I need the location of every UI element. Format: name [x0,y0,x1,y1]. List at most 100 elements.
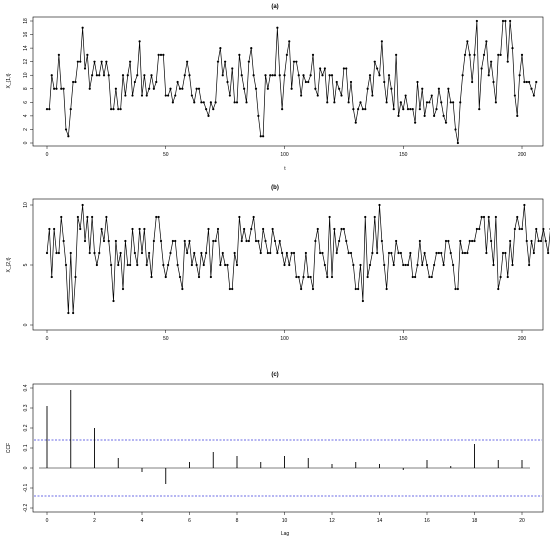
panel-a-point [214,101,217,104]
panel-b-point [480,215,483,219]
panel-a-point [269,74,272,77]
panel-a-point [366,87,369,90]
panel-b-point [216,227,220,231]
panel-a-point [55,87,58,90]
panel-b-point [354,287,357,291]
panel-a-point [257,114,260,117]
panel-b-point [513,227,516,231]
panel-a-point [45,108,49,111]
panel-a-point [273,74,277,77]
panel-b-point [323,263,326,267]
panel-b-point [86,215,89,219]
panel-a-point [292,60,296,63]
panel-a-ylabel: X_{1,t} [6,73,12,88]
panel-b-point [195,263,198,267]
panel-a-frame [32,16,544,147]
panel-a-point [186,60,189,63]
panel-b-point [190,263,193,267]
panel-a-point [155,80,158,84]
panel-b-point [150,275,153,279]
panel-a-point [511,47,514,50]
panel-a-point [330,74,334,77]
panel-b-point [511,263,514,267]
panel-b-point [148,251,151,255]
panel-a-point [243,87,246,90]
panel-c-xtick-label: 12 [329,518,335,524]
panel-a-point [326,101,329,104]
panel-a-point [501,19,505,23]
panel-a-point [264,74,267,77]
panel-b-point [124,239,127,243]
panel-b-point [60,215,63,219]
panel-a-point [112,108,115,111]
panel-a-point [359,101,362,104]
panel-a-point [471,80,474,84]
panel-b-point [376,251,379,255]
panel-a-point [416,80,419,84]
panel-b-point [290,251,293,255]
panel-a-point [482,53,486,56]
panel-a-point [378,74,381,77]
panel-b-point [340,227,343,231]
panel-b-point [292,251,296,255]
panel-b-point [254,239,258,243]
panel-a-point [499,53,502,56]
panel-a-point [50,74,53,77]
panel-b-point [81,203,84,207]
panel-b-point [468,239,471,243]
panel-b-point [171,239,174,243]
panel-a-point [48,108,51,111]
panel-a-point [209,101,212,104]
panel-b-point [181,287,184,291]
panel-a-point [328,74,331,77]
panel-b-plot [45,203,550,315]
panel-a-xtick-label: 0 [46,152,49,158]
panel-a-point [357,108,360,111]
panel-c-xtick-label: 16 [424,518,430,524]
panel-a-title: (a) [271,4,278,10]
panel-b-point [456,287,459,291]
panel-b-point [442,263,445,267]
panel-a-xtick-label: 50 [163,152,169,158]
panel-b-point [300,287,303,291]
panel-c-ytick-label: 0.4 [23,384,29,391]
panel-b-point [302,275,305,279]
panel-a-point [221,74,224,77]
panel-a-y-axis: 0 2 4 6 8 10 12 14 16 18 [23,18,33,144]
panel-b-point [525,239,528,243]
panel-a-point [307,80,310,84]
panel-b-point [378,203,381,207]
panel-a-point [107,74,110,77]
panel-b-point [110,263,113,267]
panel-b-point [528,263,531,267]
panel-b-point [454,287,457,291]
panel-b: (b) 0 5 10 0 50 100 150 200 X_{2,t} [6,185,550,342]
panel-b-point [295,275,298,279]
panel-a-point [516,114,519,117]
panel-b-point [117,263,120,267]
panel-b-point [418,239,421,243]
panel-c-x-axis: 0 2 4 6 8 10 12 14 16 18 20 [46,512,525,524]
panel-a-point [466,40,469,43]
panel-a-point [376,67,379,70]
panel-b-point [72,311,75,315]
panel-b-point [257,239,260,243]
panel-a-point [167,94,170,97]
panel-a-point [164,94,167,97]
panel-a-point [76,60,79,63]
panel-b-point [45,251,49,255]
panel-a-point [354,121,357,124]
panel-b-ytick-label: 10 [23,202,29,208]
panel-b-point [373,215,376,219]
panel-b-point [406,263,410,267]
panel-b-point [238,215,241,219]
panel-b-point [271,227,274,231]
panel-b-point [297,275,300,279]
panel-a-point [72,80,75,84]
panel-a-point [233,101,236,104]
panel-b-point [399,251,402,255]
panel-a-point [311,53,315,56]
panel-b-point [278,239,281,243]
panel-a-ytick-label: 12 [23,59,29,65]
panel-a-ytick-label: 8 [23,87,29,90]
